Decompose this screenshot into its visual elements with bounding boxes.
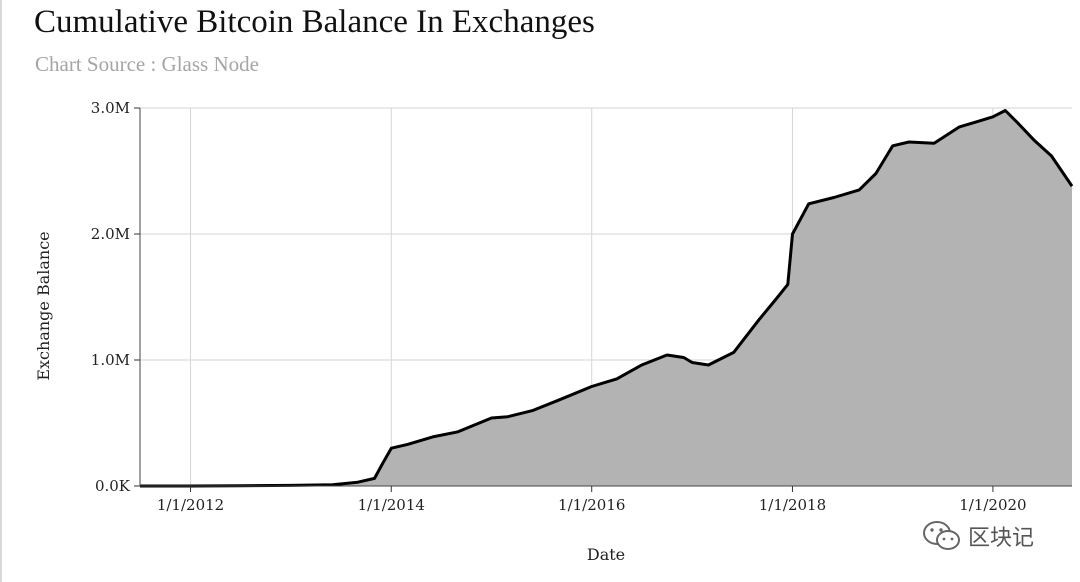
x-tick-label: 1/1/2014 [358, 496, 425, 514]
y-tick-label: 2.0M [91, 225, 130, 243]
x-tick-label: 1/1/2020 [959, 496, 1026, 514]
chart-title: Cumulative Bitcoin Balance In Exchanges [34, 4, 595, 40]
y-tick-label: 1.0M [91, 351, 130, 369]
chart-subtitle: Chart Source : Glass Node [35, 52, 259, 76]
y-axis-ticks: 0.0K 1.0M 2.0M 3.0M [91, 99, 140, 495]
x-axis-title: Date [587, 545, 625, 564]
y-tick-label: 3.0M [91, 99, 130, 117]
axes [139, 108, 1072, 487]
watermark-text: 区块记 [968, 526, 1035, 551]
y-tick-label: 0.0K [95, 477, 131, 495]
x-tick-label: 1/1/2012 [157, 496, 224, 514]
wechat-icon [923, 521, 960, 550]
x-tick-label: 1/1/2018 [759, 496, 826, 514]
left-border [0, 0, 2, 582]
y-axis-title: Exchange Balance [34, 231, 53, 380]
x-tick-label: 1/1/2016 [558, 496, 625, 514]
x-axis-ticks: 1/1/2012 1/1/2014 1/1/2016 1/1/2018 1/1/2020 [157, 486, 1027, 514]
balance-area [140, 110, 1072, 486]
watermark: 区块记 [922, 519, 1034, 553]
balance-line [140, 109, 1074, 488]
